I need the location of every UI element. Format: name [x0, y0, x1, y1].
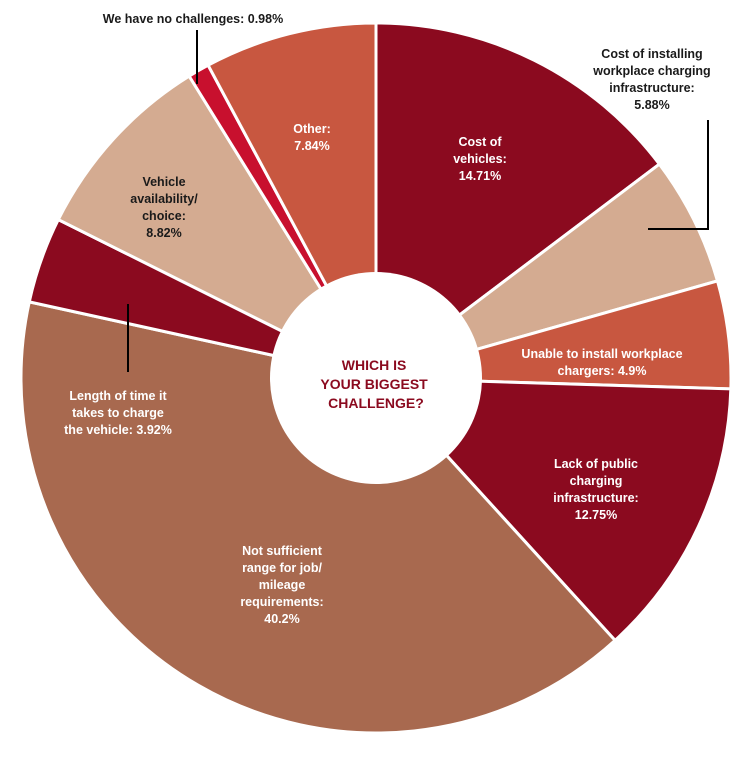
slice-label-4-line-1: range for job/: [242, 561, 322, 575]
slice-label-0-line-0: Cost of: [458, 135, 502, 149]
slice-label-3: Lack of public charging infrastructure: 12.…: [553, 457, 638, 522]
center-hole: [270, 272, 482, 484]
slice-label-5: Length of time it takes to charge the vehi…: [64, 389, 172, 437]
slice-label-8-line-0: Other:: [293, 122, 331, 136]
slice-label-2: Unable to install workplace chargers: 4.9…: [521, 347, 682, 378]
slice-label-1-line-1: workplace charging: [592, 64, 710, 78]
slice-label-6-line-0: Vehicle: [142, 175, 185, 189]
chart-title-line-2: YOUR BIGGEST: [320, 376, 428, 392]
slice-label-0: Cost of vehicles: 14.71%: [453, 135, 507, 183]
slice-label-8-line-1: 7.84%: [294, 139, 329, 153]
slice-label-0-line-2: 14.71%: [459, 169, 501, 183]
pie-slice-3: [372, 376, 733, 643]
slice-label-7: We have no challenges: 0.98%: [103, 12, 283, 26]
slice-label-2-line-0: Unable to install workplace: [521, 347, 682, 361]
chart-title: WHICH IS YOUR BIGGEST CHALLENGE?: [320, 357, 431, 411]
pie-slice-4: [19, 300, 618, 735]
slice-label-8: Other: 7.84%: [293, 122, 331, 153]
pie-slice-6: [56, 74, 381, 382]
slice-label-5-line-1: takes to charge: [72, 406, 164, 420]
slice-label-1-line-2: infrastructure:: [609, 81, 694, 95]
slice-label-6-line-1: availability/: [130, 192, 198, 206]
slice-label-5-line-0: Length of time it: [69, 389, 167, 403]
slice-label-4-line-0: Not sufficient: [242, 544, 323, 558]
slice-label-6: Vehicle availability/choice: 8.82%: [130, 175, 198, 240]
slice-label-7-line-0: We have no challenges: 0.98%: [103, 12, 283, 26]
pie-slice-0: [374, 21, 662, 382]
slice-label-3-line-1: charging: [570, 474, 623, 488]
slice-label-1-line-0: Cost of installing: [601, 47, 702, 61]
slice-label-0-line-1: vehicles:: [453, 152, 507, 166]
slice-label-5-line-2: the vehicle: 3.92%: [64, 423, 172, 437]
slice-label-3-line-0: Lack of public: [554, 457, 638, 471]
slice-label-6-line-3: 8.82%: [146, 226, 181, 240]
chart-title-line-1: WHICH IS: [342, 357, 407, 373]
slice-label-4-line-3: requirements:: [240, 595, 323, 609]
leader-lines: [127, 30, 709, 372]
slice-label-4-line-4: 40.2%: [264, 612, 299, 626]
slice-label-6-line-2: choice:: [142, 209, 186, 223]
slice-labels: Cost of vehicles: 14.71% Cost of installing…: [64, 12, 711, 626]
slice-label-1: Cost of installing workplace charging infr…: [592, 47, 710, 112]
slice-label-3-line-3: 12.75%: [575, 508, 617, 522]
chart-title-line-3: CHALLENGE?: [328, 395, 424, 411]
leader-line-workplace-infrastructure: [648, 120, 709, 230]
slice-label-4-line-2: mileage: [259, 578, 306, 592]
slice-label-1-line-3: 5.88%: [634, 98, 669, 112]
slice-label-2-line-1: chargers: 4.9%: [558, 364, 647, 378]
slice-label-4: Not sufficient range for job/mileage requi…: [240, 544, 323, 626]
slice-label-3-line-2: infrastructure:: [553, 491, 638, 505]
